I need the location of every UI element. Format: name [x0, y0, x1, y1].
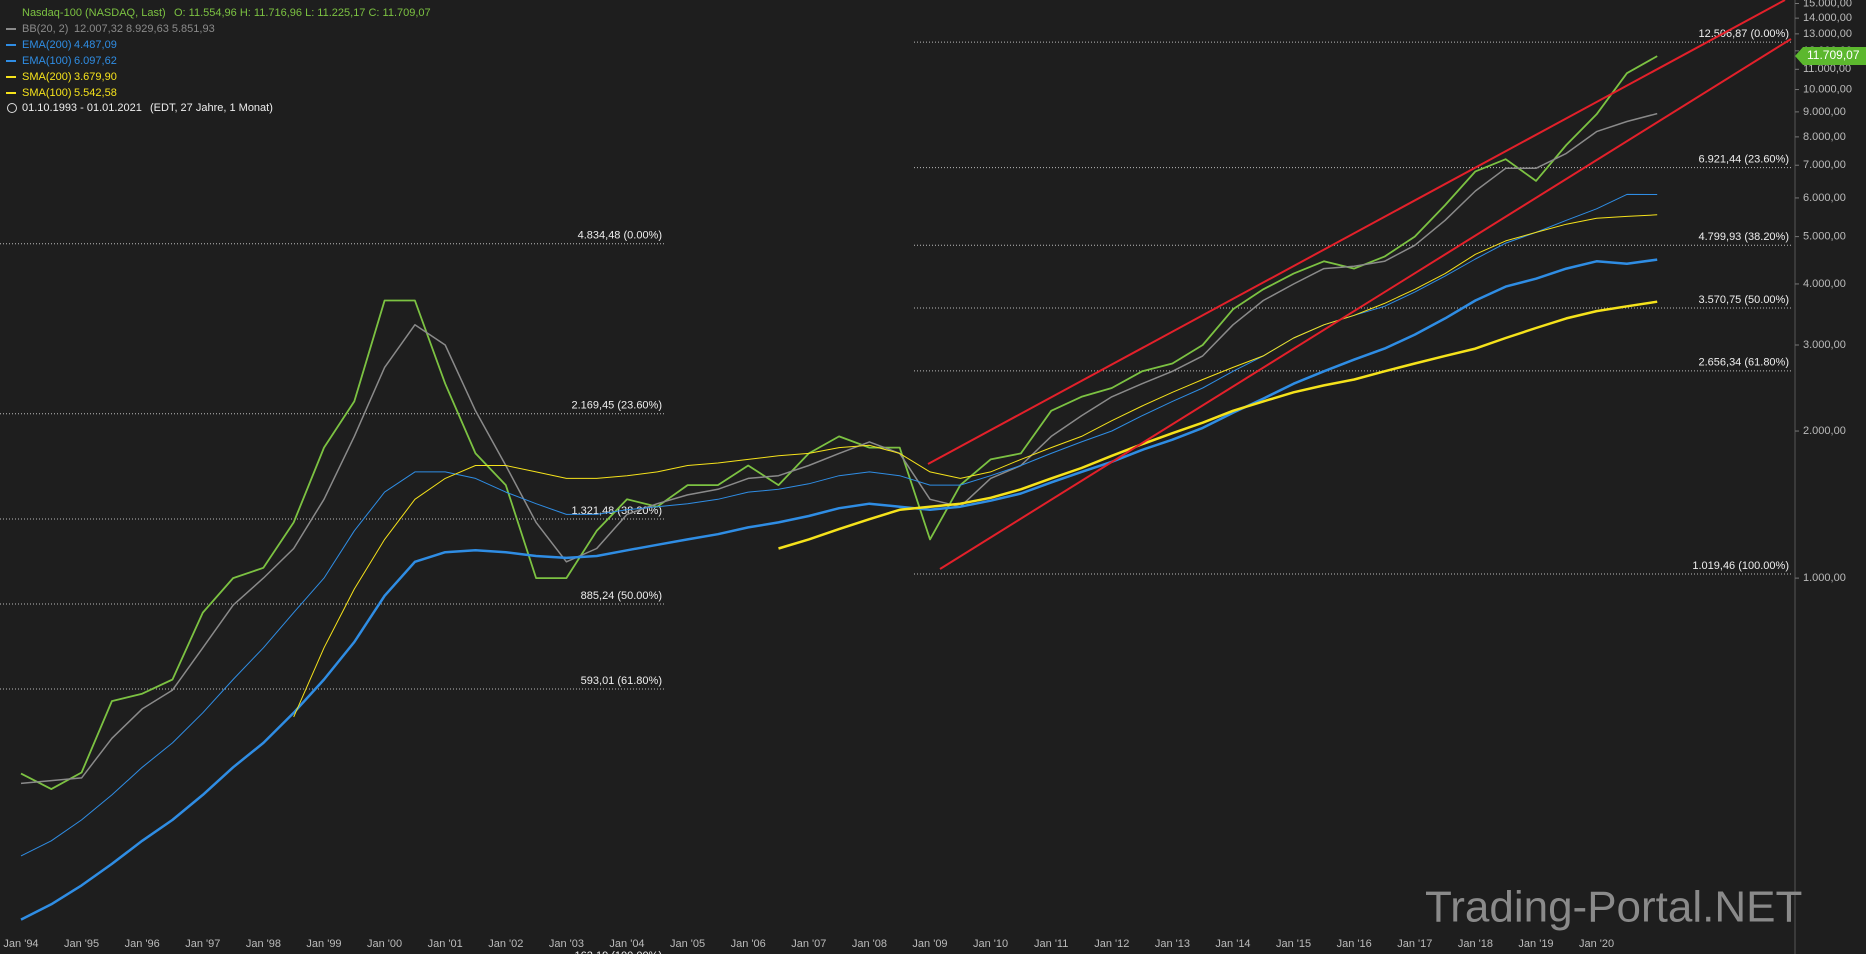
series-line	[20, 193, 1658, 857]
date-range: 01.10.1993 - 01.01.2021	[22, 102, 142, 114]
legend-ohlc: O: 11.554,96 H: 11.716,96 L: 11.225,17 C…	[174, 7, 431, 19]
x-tick-label: Jan '03	[549, 938, 584, 950]
y-tick-label: 13.000,00	[1803, 28, 1852, 40]
x-tick-label: Jan '09	[912, 938, 947, 950]
legend-name: SMA(100)	[22, 87, 72, 99]
x-tick-label: Jan '19	[1518, 938, 1553, 950]
y-tick-label: 10.000,00	[1803, 83, 1852, 95]
x-tick-label: Jan '02	[488, 938, 523, 950]
trend-channel-upper	[927, 0, 1786, 465]
series-line	[20, 55, 1658, 790]
legend-title: Nasdaq-100 (NASDAQ, Last)	[22, 7, 166, 19]
x-tick-label: Jan '95	[64, 938, 99, 950]
clock-icon	[7, 103, 17, 113]
legend-value: 5.542,58	[74, 87, 117, 99]
x-tick-label: Jan '15	[1276, 938, 1311, 950]
fib-label: 2.656,34 (61.80%)	[1698, 357, 1789, 369]
y-tick-label: 15.000,00	[1803, 0, 1852, 9]
fib-label: 162,19 (100.00%)	[575, 950, 662, 954]
y-tick-label: 11.000,00	[1803, 63, 1851, 75]
x-tick-label: Jan '20	[1579, 938, 1614, 950]
x-tick-label: Jan '97	[185, 938, 220, 950]
fib-label: 3.570,75 (50.00%)	[1698, 294, 1789, 306]
y-tick-label: 7.000,00	[1803, 159, 1846, 171]
y-tick-label: 5.000,00	[1803, 231, 1846, 243]
x-tick-label: Jan '98	[246, 938, 281, 950]
y-tick-label: 1.000,00	[1803, 572, 1846, 584]
x-tick-label: Jan '07	[791, 938, 826, 950]
x-tick-label: Jan '08	[852, 938, 887, 950]
x-tick-label: Jan '12	[1094, 938, 1129, 950]
fib-label: 2.169,45 (23.60%)	[571, 400, 662, 412]
date-note: (EDT, 27 Jahre, 1 Monat)	[150, 102, 273, 114]
fib-label: 12.506,87 (0.00%)	[1698, 28, 1789, 40]
y-tick-label: 6.000,00	[1803, 192, 1846, 204]
x-tick-label: Jan '17	[1397, 938, 1432, 950]
x-tick-label: Jan '05	[670, 938, 705, 950]
trend-channel-lower	[939, 38, 1792, 570]
y-tick-label: 2.000,00	[1803, 425, 1846, 437]
y-tick-label: 9.000,00	[1803, 106, 1846, 118]
legend: Nasdaq-100 (NASDAQ, Last) O: 11.554,96 H…	[7, 7, 431, 114]
legend-value: 6.097,62	[74, 55, 117, 67]
fib-label: 593,01 (61.80%)	[581, 675, 662, 687]
fib-label: 1.019,46 (100.00%)	[1692, 560, 1789, 572]
last-price-label: 11.709,07	[1807, 48, 1860, 62]
x-tick-label: Jan '16	[1337, 938, 1372, 950]
last-price-badge	[1795, 47, 1866, 66]
legend-value: 4.487,09	[74, 39, 117, 51]
x-tick-label: Jan '13	[1155, 938, 1190, 950]
y-tick-label: 4.000,00	[1803, 278, 1846, 290]
legend-name: EMA(100)	[22, 55, 72, 67]
x-tick-label: Jan '99	[306, 938, 341, 950]
x-tick-label: Jan '06	[731, 938, 766, 950]
legend-name: SMA(200)	[22, 71, 72, 83]
fib-label: 4.834,48 (0.00%)	[578, 230, 662, 242]
x-tick-label: Jan '96	[125, 938, 160, 950]
x-tick-label: Jan '04	[609, 938, 644, 950]
x-tick-label: Jan '11	[1034, 938, 1068, 950]
legend-name: BB(20, 2)	[22, 23, 68, 35]
watermark: Trading-Portal.NET	[1425, 883, 1802, 932]
series-line	[293, 214, 1658, 718]
x-tick-label: Jan '00	[367, 938, 402, 950]
x-tick-label: Jan '18	[1458, 938, 1493, 950]
fib-label: 6.921,44 (23.60%)	[1698, 154, 1789, 166]
legend-value: 3.679,90	[74, 71, 117, 83]
series-line	[20, 258, 1658, 921]
fib-label: 885,24 (50.00%)	[581, 590, 662, 602]
series-line	[20, 112, 1658, 785]
legend-value: 12.007,32 8.929,63 5.851,93	[74, 23, 215, 35]
y-tick-label: 8.000,00	[1803, 131, 1846, 143]
x-tick-label: Jan '01	[428, 938, 463, 950]
x-tick-label: Jan '14	[1215, 938, 1250, 950]
x-tick-label: Jan '10	[973, 938, 1008, 950]
legend-name: EMA(200)	[22, 39, 72, 51]
y-tick-label: 14.000,00	[1803, 12, 1852, 24]
x-tick-label: Jan '94	[3, 938, 38, 950]
series-line	[778, 300, 1658, 550]
fib-label: 4.799,93 (38.20%)	[1698, 231, 1789, 243]
y-tick-label: 3.000,00	[1803, 339, 1846, 351]
